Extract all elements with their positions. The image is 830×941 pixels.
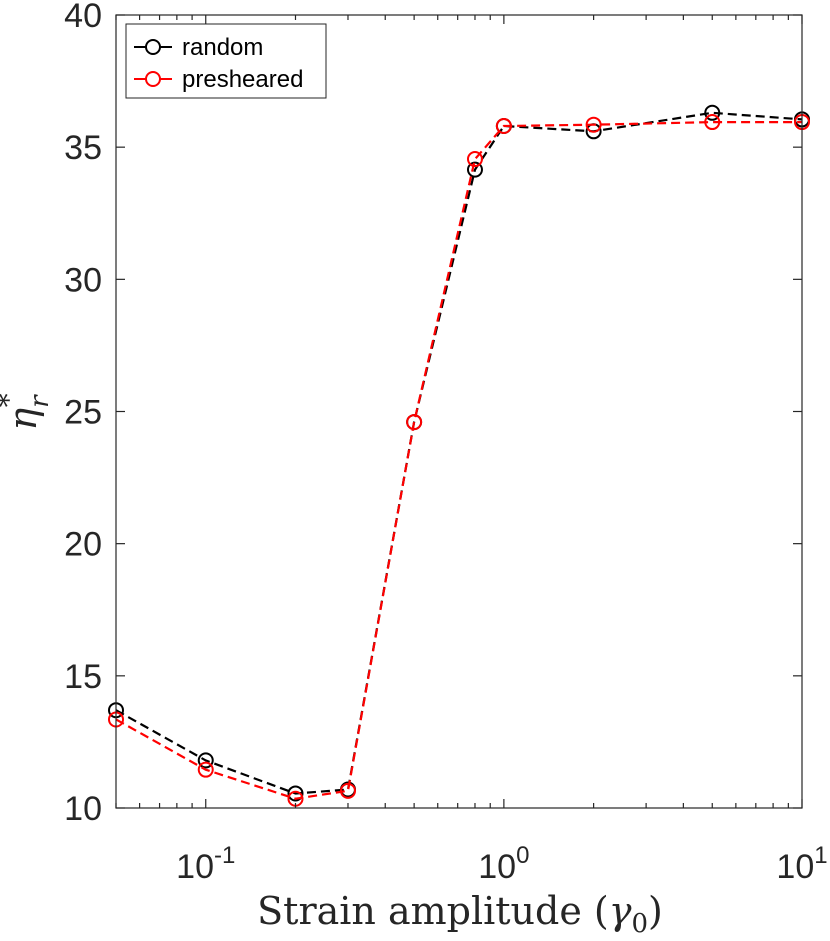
axes-box bbox=[115, 14, 803, 809]
x-tick-label: 100 bbox=[478, 842, 529, 886]
legend: random presheared bbox=[125, 23, 327, 99]
data-point-presheared bbox=[704, 114, 721, 131]
legend-box bbox=[125, 23, 327, 99]
series-line-random bbox=[115, 111, 803, 795]
data-point-presheared bbox=[197, 761, 214, 778]
data-point-presheared bbox=[466, 151, 483, 168]
y-tick-label: 30 bbox=[64, 261, 102, 299]
y-tick-label: 20 bbox=[64, 526, 102, 564]
x-tick-label: 101 bbox=[776, 842, 827, 886]
data-point-presheared bbox=[495, 118, 512, 135]
data-point-presheared bbox=[406, 414, 423, 431]
axes: 10 15 20 25 30 35 40 10-1 100 101 bbox=[64, 0, 827, 886]
legend-swatch-marker bbox=[145, 71, 161, 87]
y-tick-label: 25 bbox=[64, 394, 102, 432]
y-tick-label: 15 bbox=[64, 658, 102, 696]
series-line-presheared bbox=[115, 120, 802, 800]
legend-entry-label: random bbox=[182, 34, 263, 61]
x-axis-label: Strain amplitude (γ0) bbox=[257, 889, 663, 939]
data-point-presheared bbox=[585, 116, 602, 133]
y-tick-label: 40 bbox=[64, 0, 102, 35]
plot-area bbox=[108, 104, 810, 807]
y-axis-label: ηr* bbox=[0, 393, 55, 430]
data-point-presheared bbox=[339, 782, 356, 799]
y-tick-label: 10 bbox=[64, 790, 102, 828]
x-tick-label: 10-1 bbox=[176, 842, 235, 886]
legend-entry-label: presheared bbox=[182, 66, 303, 93]
data-point-random bbox=[704, 104, 721, 121]
data-point-random bbox=[197, 752, 214, 769]
data-point-random bbox=[466, 161, 483, 178]
y-tick-label: 35 bbox=[64, 129, 102, 167]
legend-swatch-marker bbox=[145, 39, 161, 55]
data-point-random bbox=[287, 785, 304, 802]
